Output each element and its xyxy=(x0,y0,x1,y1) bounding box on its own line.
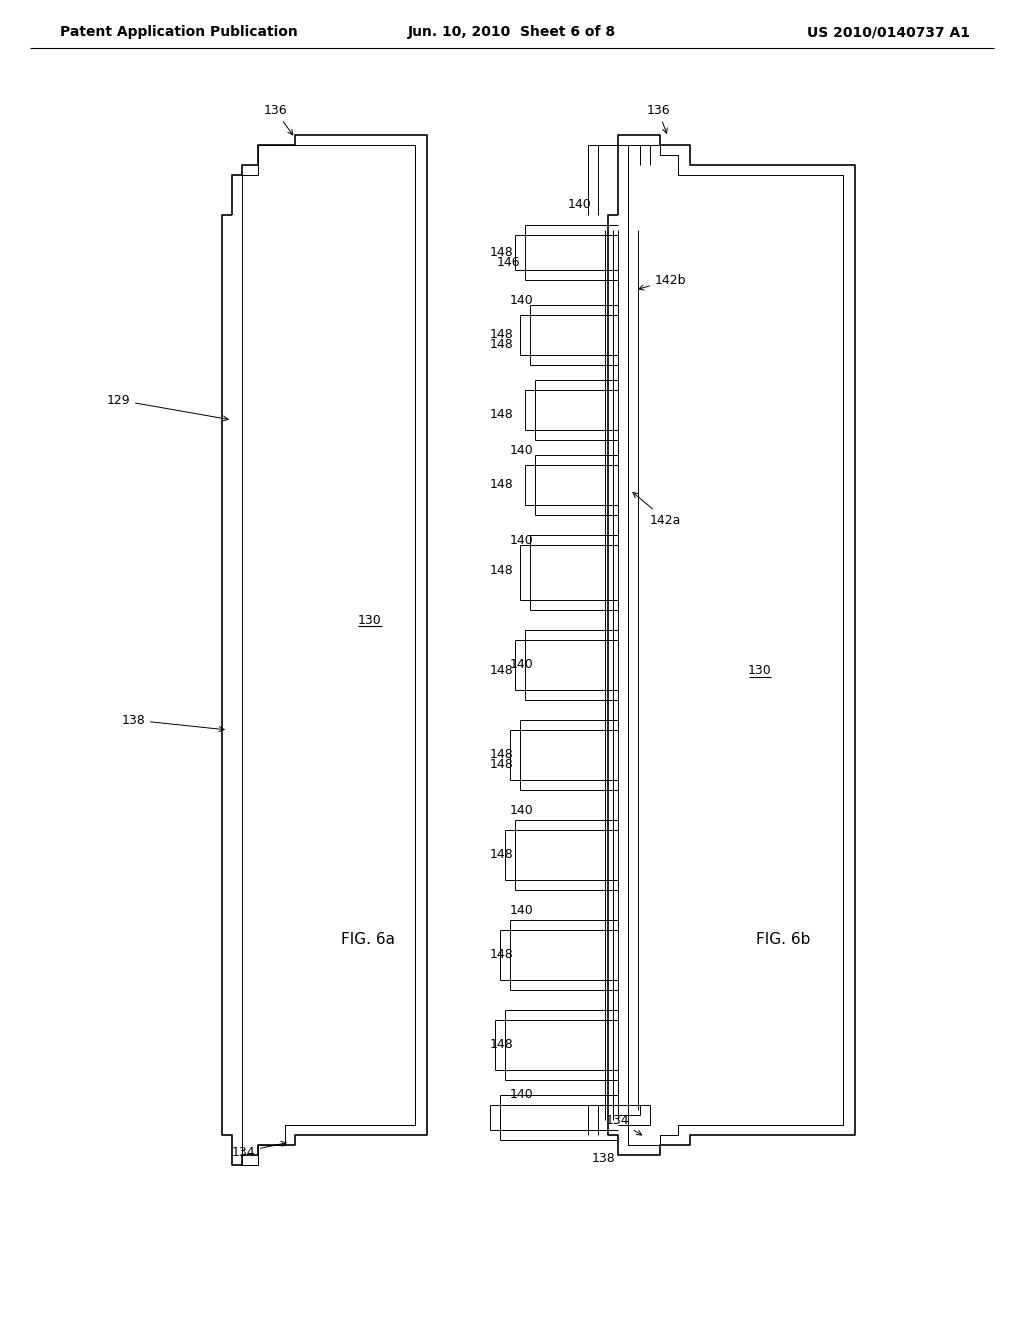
Text: 140: 140 xyxy=(567,198,591,211)
Text: 148: 148 xyxy=(489,479,513,491)
Text: 129: 129 xyxy=(106,393,228,421)
Text: Patent Application Publication: Patent Application Publication xyxy=(60,25,298,40)
Text: 130: 130 xyxy=(749,664,772,676)
Text: 148: 148 xyxy=(489,849,513,862)
Text: 148: 148 xyxy=(489,748,513,762)
Text: 148: 148 xyxy=(489,664,513,676)
Text: 134: 134 xyxy=(231,1142,287,1159)
Text: 138: 138 xyxy=(121,714,224,731)
Text: 148: 148 xyxy=(489,759,513,771)
Text: 130: 130 xyxy=(358,614,382,627)
Text: 148: 148 xyxy=(489,338,513,351)
Text: 140: 140 xyxy=(509,659,534,672)
Text: 148: 148 xyxy=(489,408,513,421)
Text: 140: 140 xyxy=(509,1089,534,1101)
Text: 140: 140 xyxy=(509,533,534,546)
Text: 148: 148 xyxy=(489,246,513,259)
Text: 148: 148 xyxy=(489,564,513,577)
Text: 136: 136 xyxy=(263,103,293,135)
Text: 148: 148 xyxy=(489,949,513,961)
Text: 146: 146 xyxy=(497,256,520,268)
Text: 142b: 142b xyxy=(639,273,686,290)
Text: 148: 148 xyxy=(489,329,513,342)
Text: 148: 148 xyxy=(489,1039,513,1052)
Text: 134: 134 xyxy=(605,1114,642,1135)
Text: Jun. 10, 2010  Sheet 6 of 8: Jun. 10, 2010 Sheet 6 of 8 xyxy=(408,25,616,40)
Text: US 2010/0140737 A1: US 2010/0140737 A1 xyxy=(807,25,970,40)
Text: 142a: 142a xyxy=(633,492,681,527)
Text: 140: 140 xyxy=(509,903,534,916)
Text: 140: 140 xyxy=(509,444,534,457)
Text: 138: 138 xyxy=(591,1151,615,1164)
Text: 136: 136 xyxy=(646,103,670,133)
Text: FIG. 6b: FIG. 6b xyxy=(756,932,810,948)
Text: 140: 140 xyxy=(509,293,534,306)
Text: 140: 140 xyxy=(509,804,534,817)
Text: FIG. 6a: FIG. 6a xyxy=(341,932,395,948)
